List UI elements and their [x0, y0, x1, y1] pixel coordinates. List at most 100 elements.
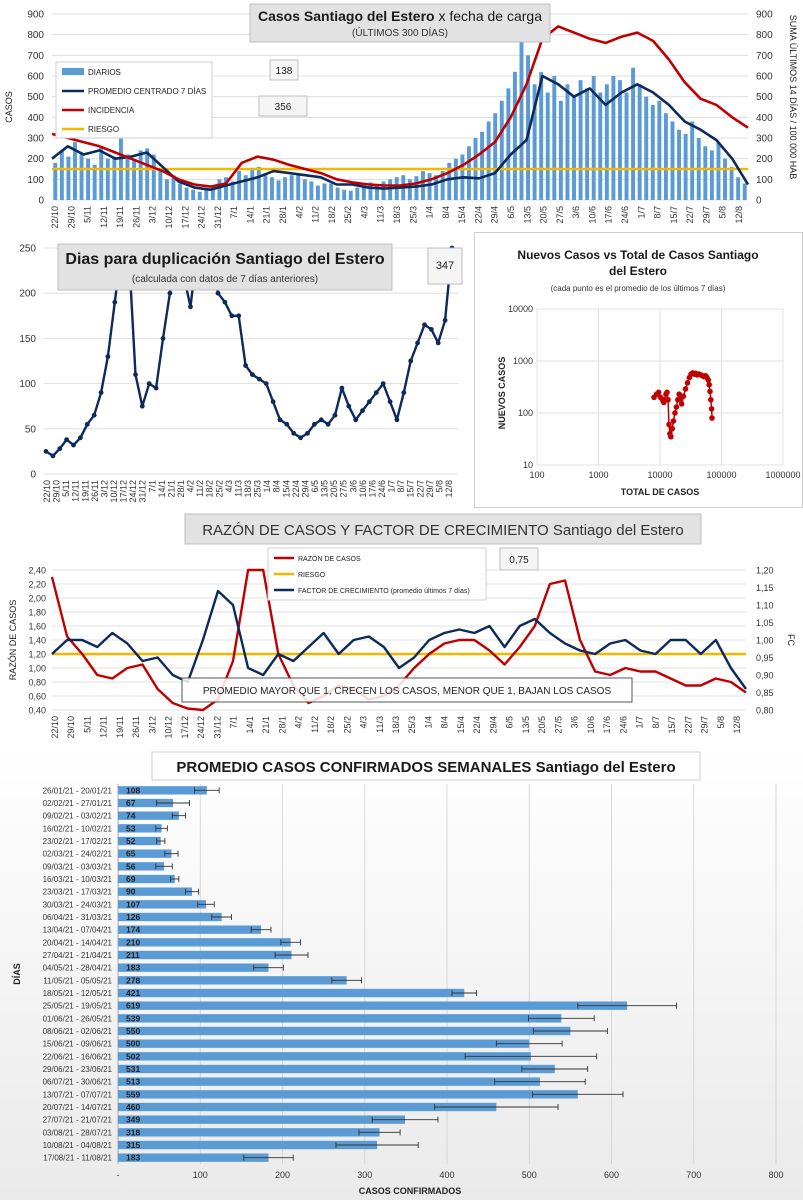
- x-tick-label: 17/12: [180, 206, 190, 228]
- x-tick-label: 10/6: [586, 716, 596, 734]
- x-tick-label: 26/11: [131, 716, 141, 738]
- weekly-bar: [118, 824, 162, 833]
- y2-axis-label: SUMA ÚLTIMOS 14 DÍAS / 100.000 HAB: [788, 15, 798, 179]
- daily-bar: [631, 67, 636, 200]
- data-label: 74: [126, 811, 136, 821]
- scatter-point: [673, 404, 680, 410]
- x-tick-label: 12/11: [99, 206, 109, 228]
- daily-bar: [545, 92, 550, 200]
- scatter-point: [707, 388, 713, 395]
- data-label: 90: [126, 887, 136, 897]
- x-tick-label: 8/4: [441, 206, 451, 219]
- x-tick-label: 13/5: [320, 480, 330, 498]
- weekly-bar: [118, 938, 291, 947]
- weekly-bar: [118, 786, 207, 795]
- x-tick-label: 29/4: [488, 716, 498, 734]
- data-label: 107: [126, 899, 140, 909]
- category-label: 08/06/21 - 02/06/21: [43, 1027, 113, 1036]
- x-tick-label: 18/3: [392, 206, 402, 224]
- x-tick-label: 3/12: [99, 480, 109, 498]
- doubling-point: [312, 421, 317, 427]
- x-tick-label: 12/11: [99, 716, 109, 738]
- data-label: 349: [126, 1115, 140, 1125]
- y-axis-label: CASOS: [4, 91, 14, 123]
- callout-value: 347: [436, 260, 454, 272]
- x-tick-label: 29/4: [300, 480, 310, 498]
- data-label: 67: [126, 798, 136, 808]
- x-tick-label: 12/8: [734, 206, 744, 224]
- doubling-point: [325, 421, 331, 427]
- data-label: 500: [126, 1039, 140, 1049]
- x-tick-label: 22/4: [291, 480, 301, 498]
- daily-bar: [532, 84, 537, 200]
- weekly-bar: [118, 1102, 497, 1112]
- y-tick-label: 1,40: [28, 636, 46, 646]
- x-axis-label: CASOS CONFIRMADOS: [359, 1186, 462, 1196]
- data-label: 53: [126, 823, 136, 833]
- x-tick-label: 10/12: [164, 206, 174, 228]
- weekly-bar: [118, 1077, 540, 1086]
- x-tick-label: 24/6: [618, 716, 628, 734]
- daily-bar: [92, 164, 97, 200]
- weekly-bar: [118, 887, 193, 896]
- x-tick-label: 15/4: [281, 480, 291, 498]
- daily-bar: [217, 179, 222, 200]
- x-tick-label: 29/10: [66, 206, 76, 228]
- y-tick-label: 0,40: [28, 706, 46, 716]
- x-tick-label: 25/3: [253, 480, 263, 498]
- x-tick-label: 14/1: [245, 206, 255, 224]
- daily-bar: [138, 150, 143, 200]
- doubling-point: [84, 421, 90, 427]
- weekly-bar: [118, 976, 347, 985]
- daily-bar: [434, 175, 439, 200]
- x-tick-label: 21/1: [261, 716, 271, 734]
- category-label: 04/05/21 - 28/04/21: [43, 964, 113, 973]
- x-tick-label: 13/5: [521, 716, 531, 734]
- daily-bar: [276, 180, 281, 200]
- weekly-bar: [118, 1140, 378, 1150]
- x-tick-label: 18/2: [205, 480, 215, 498]
- data-label: 210: [126, 937, 140, 947]
- doubling-point: [408, 358, 414, 364]
- scatter-point: [706, 381, 712, 388]
- category-label: 02/03/21 - 24/02/21: [43, 850, 113, 859]
- data-label: 513: [126, 1077, 140, 1087]
- daily-bar: [447, 162, 452, 200]
- x-tick-label: 20/5: [537, 716, 547, 734]
- cases-chart: 0 0 100 100 200 200 300 300 400 400 500 500 600 600 70…: [4, 3, 798, 228]
- x-tick-label: 21/1: [166, 480, 176, 498]
- doubling-point: [250, 372, 255, 377]
- x-tick-label: 11/2: [310, 716, 320, 733]
- y-tick-label: 50: [25, 424, 37, 435]
- data-label: 559: [126, 1089, 140, 1099]
- x-tick-label: 12/8: [732, 716, 742, 734]
- data-label: 211: [126, 950, 140, 960]
- weekly-bar: [118, 1064, 555, 1074]
- x-tick-label: 1/7: [636, 206, 646, 219]
- x-tick-label: 17/6: [604, 206, 614, 224]
- doubling-point: [188, 304, 193, 310]
- x-tick-label: 4/2: [294, 716, 304, 729]
- daily-bar: [329, 183, 334, 200]
- data-label: 65: [126, 849, 136, 859]
- doubling-point: [133, 372, 138, 377]
- y-tick-label: 1000: [513, 356, 533, 366]
- x-tick-label: 22/10: [42, 480, 52, 503]
- daily-bar: [539, 71, 544, 200]
- doubling-point: [112, 299, 118, 305]
- x-tick-label: 22/4: [473, 206, 483, 224]
- scatter-point: [705, 377, 712, 383]
- x-tick-label: 18/3: [243, 480, 253, 498]
- daily-bar: [309, 181, 314, 200]
- x-tick-label: 6/5: [506, 206, 516, 219]
- doubling-point: [367, 399, 372, 405]
- promedio-line: [51, 74, 750, 191]
- x-tick-label: 3/6: [571, 206, 581, 219]
- doubling-point: [78, 435, 83, 441]
- daily-bar: [381, 181, 386, 200]
- daily-bar: [322, 183, 327, 200]
- x-tick-label: 11/2: [311, 206, 321, 223]
- callout-box: [499, 547, 539, 571]
- doubling-point: [243, 363, 249, 368]
- doubling-point: [298, 435, 303, 441]
